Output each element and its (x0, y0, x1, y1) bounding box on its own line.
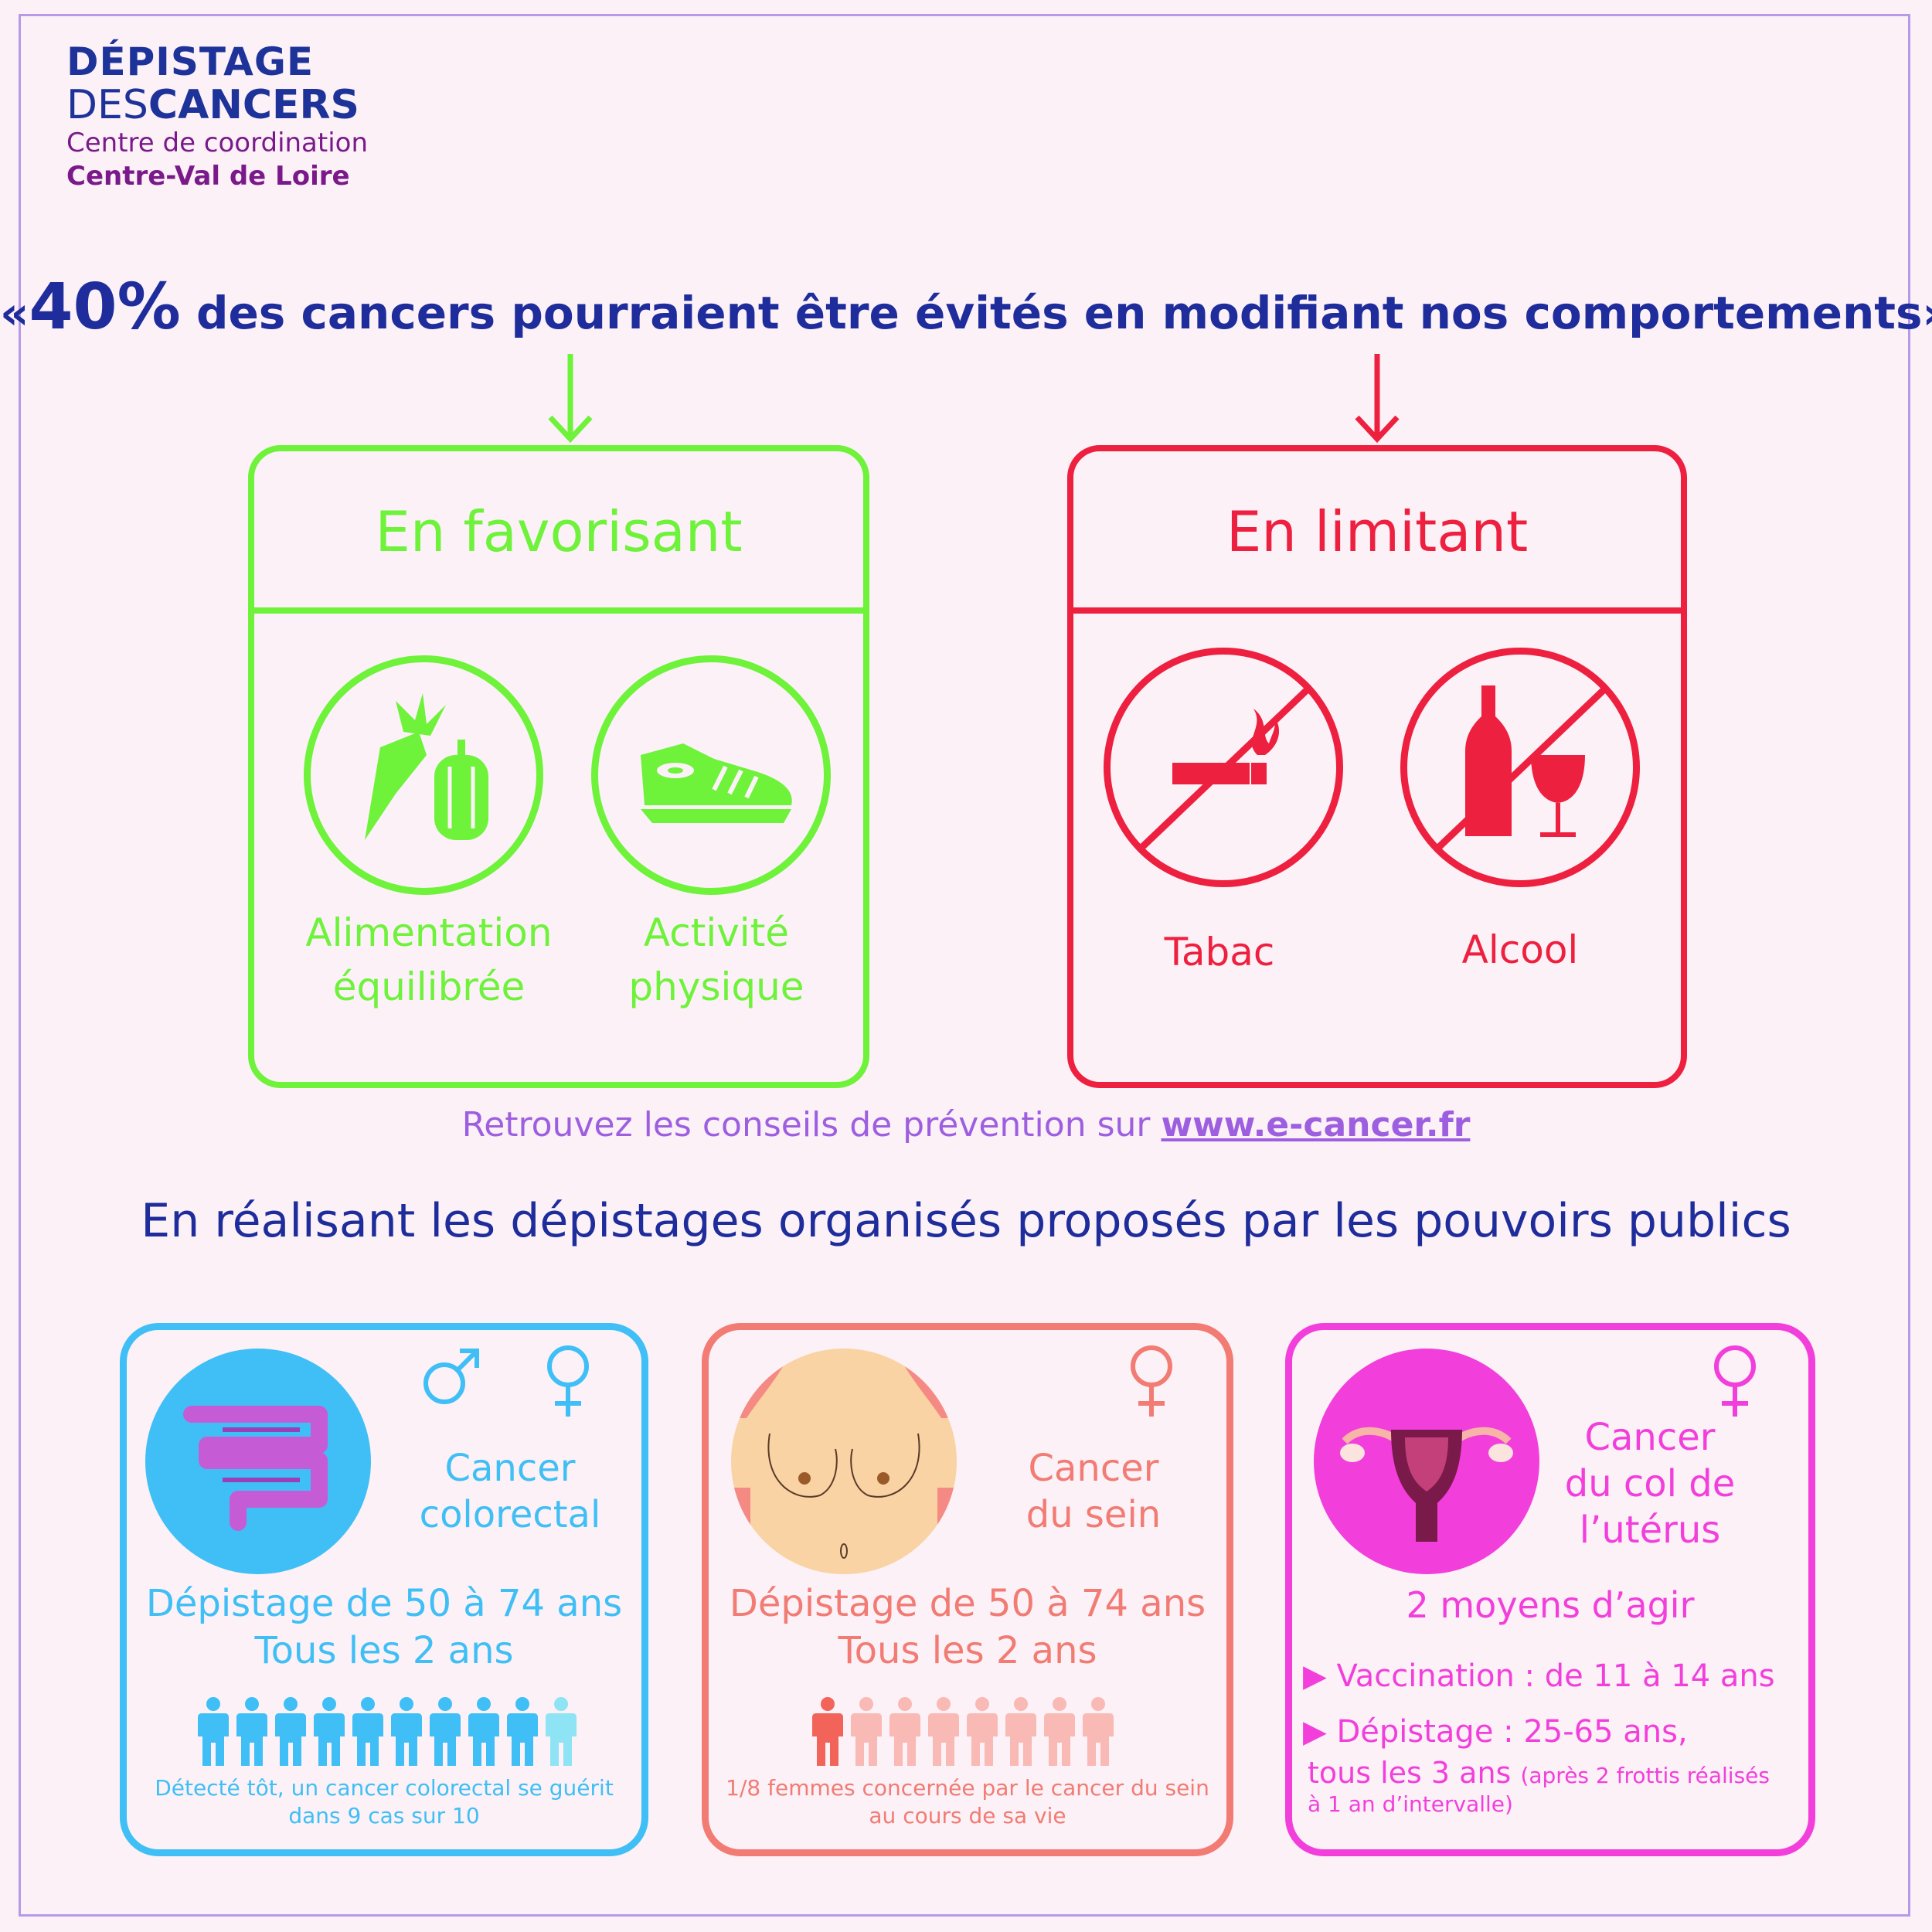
cervix-screening: ▶ Dépistage : 25-65 ans, (1303, 1714, 1688, 1750)
food-label-1: Alimentation (305, 910, 553, 955)
red-arrow-icon (1355, 354, 1400, 444)
colorectal-note-1: Détecté tôt, un cancer colorectal se gué… (155, 1775, 614, 1801)
no-alcohol-icon (1400, 648, 1640, 887)
colorectal-frequency: Tous les 2 ans (254, 1629, 514, 1672)
logo-centre: Centre de coordination (66, 128, 369, 158)
breast-note-2: au cours de sa vie (869, 1803, 1066, 1828)
headline-percent: 40% (29, 270, 181, 344)
breast-icon (731, 1349, 957, 1574)
breast-note: 1/8 femmes concernée par le cancer du se… (714, 1774, 1221, 1830)
activity-label-2: physique (628, 964, 804, 1009)
cervix-means: 2 moyens d’agir (1406, 1584, 1695, 1626)
headline-quote: « (0, 287, 29, 339)
logo-subtitle: DESCANCERS (66, 85, 359, 125)
breast-title-1: Cancer (1028, 1447, 1159, 1490)
colorectal-title-1: Cancer (444, 1447, 576, 1490)
breast-female-symbol-icon (1131, 1345, 1172, 1417)
person-icon (236, 1696, 268, 1766)
intestine-icon (145, 1349, 371, 1574)
green-arrow-icon (548, 354, 593, 444)
favor-item-activity: Activité physique (581, 906, 852, 1014)
female-symbol-icon (547, 1345, 589, 1417)
logo-cancers: CANCERS (148, 82, 360, 128)
vegetables-icon (304, 655, 543, 895)
person-icon (352, 1696, 384, 1766)
breast-age: Dépistage de 50 à 74 ans (729, 1582, 1206, 1625)
page-headline: «40% des cancers pourraient être évités … (0, 270, 1932, 344)
person-icon (1082, 1696, 1114, 1766)
cervix-title-1: Cancer (1584, 1416, 1716, 1459)
page-frame (19, 14, 1910, 1917)
cervix-title-2: du col de (1564, 1462, 1736, 1505)
logo-des: DES (66, 82, 148, 128)
colorectal-note-2: dans 9 cas sur 10 (288, 1803, 480, 1828)
breast-title-2: du sein (1026, 1493, 1162, 1536)
limit-item-tobacco: Tabac (1164, 930, 1275, 975)
favor-box: En favorisant (248, 445, 869, 1088)
activity-label-1: Activité (643, 910, 790, 955)
limit-box: En limitant (1067, 445, 1687, 1088)
breast-title: Cancer du sein (981, 1445, 1206, 1538)
colorectal-age: Dépistage de 50 à 74 ans (145, 1582, 623, 1625)
favor-item-food: Alimentation équilibrée (278, 906, 580, 1014)
person-icon (889, 1696, 921, 1766)
cervix-screening-note-2: à 1 an d’intervalle) (1308, 1791, 1513, 1817)
no-smoking-icon (1104, 648, 1343, 887)
person-icon (274, 1696, 307, 1766)
colorectal-note: Détecté tôt, un cancer colorectal se gué… (131, 1774, 637, 1830)
sneaker-icon (591, 655, 831, 895)
play-bullet-icon: ▶ (1303, 1658, 1327, 1694)
colorectal-title: Cancer colorectal (402, 1445, 618, 1538)
cervix-vaccination: ▶ Vaccination : de 11 à 14 ans (1303, 1658, 1775, 1694)
person-icon (390, 1696, 423, 1766)
cervix-screening-note-1: (après 2 frottis réalisés (1520, 1763, 1770, 1788)
prevention-line: Retrouvez les conseils de prévention sur… (0, 1105, 1932, 1145)
card-cervix (1285, 1323, 1815, 1856)
colorectal-people-chart (197, 1696, 577, 1766)
screening-heading: En réalisant les dépistages organisés pr… (141, 1194, 1791, 1248)
cervix-female-symbol-icon (1714, 1345, 1756, 1417)
prevention-link[interactable]: www.e-cancer.fr (1161, 1105, 1471, 1145)
person-icon (850, 1696, 883, 1766)
favor-title: En favorisant (375, 499, 743, 564)
breast-frequency: Tous les 2 ans (838, 1629, 1097, 1672)
limit-divider (1073, 607, 1681, 614)
card-breast (702, 1323, 1233, 1856)
card-colorectal (120, 1323, 648, 1856)
limit-title: En limitant (1226, 499, 1529, 564)
favor-divider (254, 607, 863, 614)
cervix-title: Cancer du col de l’utérus (1546, 1414, 1754, 1553)
person-icon (1005, 1696, 1037, 1766)
person-icon (468, 1696, 500, 1766)
cervix-screening-freq: tous les 3 ans (après 2 frottis réalisés (1308, 1756, 1770, 1790)
cervix-screening-freq-text: tous les 3 ans (1308, 1756, 1512, 1790)
limit-item-alcohol: Alcool (1461, 927, 1579, 972)
logo-region: Centre-Val de Loire (66, 161, 350, 192)
uterus-icon (1314, 1349, 1539, 1574)
male-symbol-icon (423, 1349, 479, 1404)
person-icon (927, 1696, 960, 1766)
breast-people-chart (811, 1696, 1114, 1766)
headline-text: des cancers pourraient être évités en mo… (180, 287, 1932, 339)
person-icon (811, 1696, 844, 1766)
colorectal-title-2: colorectal (419, 1493, 601, 1536)
play-bullet-icon: ▶ (1303, 1714, 1327, 1750)
person-icon (545, 1696, 577, 1766)
logo-title: DÉPISTAGE (66, 39, 315, 84)
person-icon (506, 1696, 539, 1766)
person-icon (313, 1696, 345, 1766)
person-icon (429, 1696, 461, 1766)
cervix-screening-text: Dépistage : 25-65 ans, (1336, 1714, 1688, 1750)
breast-note-1: 1/8 femmes concernée par le cancer du se… (726, 1775, 1209, 1801)
person-icon (1043, 1696, 1076, 1766)
person-icon (197, 1696, 230, 1766)
cervix-vaccination-text: Vaccination : de 11 à 14 ans (1336, 1658, 1775, 1694)
person-icon (966, 1696, 998, 1766)
prevention-text: Retrouvez les conseils de prévention sur (461, 1105, 1162, 1145)
cervix-title-3: l’utérus (1579, 1509, 1721, 1552)
food-label-2: équilibrée (332, 964, 526, 1009)
